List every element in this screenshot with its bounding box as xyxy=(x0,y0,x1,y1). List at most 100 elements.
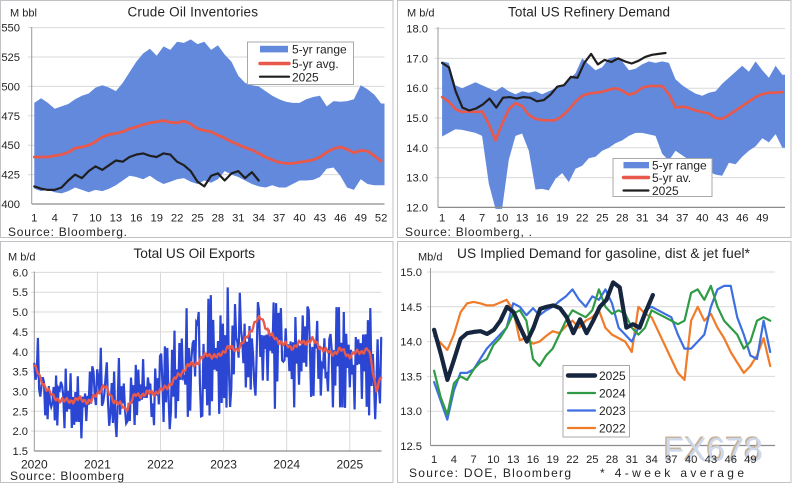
svg-text:475: 475 xyxy=(1,111,20,123)
svg-text:1: 1 xyxy=(439,213,445,225)
svg-text:5-yr range: 5-yr range xyxy=(292,42,347,56)
svg-text:31: 31 xyxy=(232,213,244,225)
svg-text:25: 25 xyxy=(596,213,608,225)
svg-text:2023: 2023 xyxy=(599,404,626,418)
svg-text:5-yr av.: 5-yr av. xyxy=(652,171,691,185)
svg-text:13: 13 xyxy=(516,213,528,225)
svg-text:5-yr avg.: 5-yr avg. xyxy=(292,57,339,71)
svg-text:3.5: 3.5 xyxy=(12,367,28,379)
svg-text:37: 37 xyxy=(665,454,677,466)
svg-text:Source: Bloomberg: Source: Bloomberg xyxy=(10,469,124,483)
svg-text:FX678: FX678 xyxy=(663,430,762,467)
svg-text:5.5: 5.5 xyxy=(12,287,28,299)
svg-text:13: 13 xyxy=(110,213,122,225)
svg-text:13: 13 xyxy=(507,454,519,466)
svg-text:US Implied Demand for gasoline: US Implied Demand for gasoline, dist & j… xyxy=(457,246,751,261)
svg-text:2.0: 2.0 xyxy=(12,426,28,438)
svg-text:10: 10 xyxy=(487,454,499,466)
svg-text:6.0: 6.0 xyxy=(12,267,28,279)
svg-text:10: 10 xyxy=(496,213,508,225)
svg-text:49: 49 xyxy=(756,213,768,225)
svg-text:2025: 2025 xyxy=(599,369,626,383)
svg-text:400: 400 xyxy=(1,199,20,211)
svg-text:31: 31 xyxy=(636,213,648,225)
svg-text:7: 7 xyxy=(72,213,78,225)
svg-text:22: 22 xyxy=(566,454,578,466)
svg-text:Source: DOE, Bloomberg: Source: DOE, Bloomberg xyxy=(409,466,571,480)
svg-text:7: 7 xyxy=(479,213,485,225)
svg-text:28: 28 xyxy=(616,213,628,225)
svg-text:4: 4 xyxy=(451,454,457,466)
svg-text:Source: Bloomberg, .: Source: Bloomberg, . xyxy=(405,225,532,239)
svg-text:19: 19 xyxy=(546,454,558,466)
svg-text:2022: 2022 xyxy=(599,421,626,435)
svg-text:16: 16 xyxy=(527,454,539,466)
svg-text:19: 19 xyxy=(556,213,568,225)
svg-text:Total US Refinery Demand: Total US Refinery Demand xyxy=(508,5,670,20)
svg-text:1: 1 xyxy=(431,454,437,466)
svg-text:25: 25 xyxy=(586,454,598,466)
svg-text:28: 28 xyxy=(606,454,618,466)
svg-text:2025: 2025 xyxy=(292,70,319,84)
svg-text:2024: 2024 xyxy=(273,458,300,472)
svg-text:46: 46 xyxy=(736,213,748,225)
svg-text:500: 500 xyxy=(1,81,20,93)
svg-text:Crude Oil Inventories: Crude Oil Inventories xyxy=(128,5,259,20)
svg-text:1.5: 1.5 xyxy=(12,446,28,458)
svg-text:13.0: 13.0 xyxy=(400,406,422,418)
svg-text:4: 4 xyxy=(52,213,58,225)
svg-text:2.5: 2.5 xyxy=(12,406,28,418)
svg-text:4: 4 xyxy=(459,213,465,225)
svg-text:34: 34 xyxy=(656,213,668,225)
svg-text:40: 40 xyxy=(293,213,305,225)
svg-text:46: 46 xyxy=(334,213,346,225)
svg-text:10: 10 xyxy=(89,213,101,225)
svg-text:450: 450 xyxy=(1,140,20,152)
svg-text:16: 16 xyxy=(130,213,142,225)
svg-text:425: 425 xyxy=(1,170,20,182)
svg-text:18.0: 18.0 xyxy=(406,24,428,36)
svg-text:4.5: 4.5 xyxy=(12,327,28,339)
svg-text:2025: 2025 xyxy=(652,184,679,198)
svg-text:25: 25 xyxy=(191,213,203,225)
svg-text:37: 37 xyxy=(676,213,688,225)
svg-text:3.0: 3.0 xyxy=(12,386,28,398)
svg-text:43: 43 xyxy=(314,213,326,225)
svg-text:5-yr range: 5-yr range xyxy=(652,159,707,173)
svg-text:46: 46 xyxy=(724,454,736,466)
svg-text:2020: 2020 xyxy=(21,458,48,472)
svg-text:525: 525 xyxy=(1,52,20,64)
svg-text:15.0: 15.0 xyxy=(400,267,422,279)
svg-text:M b/d: M b/d xyxy=(407,8,435,20)
svg-text:16: 16 xyxy=(536,213,548,225)
svg-text:Total US Oil Exports: Total US Oil Exports xyxy=(134,246,256,261)
svg-text:13.0: 13.0 xyxy=(406,173,428,185)
svg-text:49: 49 xyxy=(744,454,756,466)
svg-text:550: 550 xyxy=(1,23,20,35)
svg-text:14.5: 14.5 xyxy=(400,302,422,314)
svg-text:22: 22 xyxy=(171,213,183,225)
svg-text:17.0: 17.0 xyxy=(406,53,428,65)
svg-text:M bbl: M bbl xyxy=(10,8,37,20)
svg-text:34: 34 xyxy=(252,213,264,225)
svg-text:34: 34 xyxy=(645,454,657,466)
svg-text:40: 40 xyxy=(685,454,697,466)
svg-text:7: 7 xyxy=(470,454,476,466)
svg-text:37: 37 xyxy=(273,213,285,225)
svg-text:19: 19 xyxy=(150,213,162,225)
svg-text:22: 22 xyxy=(576,213,588,225)
svg-text:31: 31 xyxy=(626,454,638,466)
svg-text:2023: 2023 xyxy=(210,458,237,472)
svg-text:15.0: 15.0 xyxy=(406,113,428,125)
svg-text:49: 49 xyxy=(354,213,366,225)
svg-text:2024: 2024 xyxy=(599,386,626,400)
svg-text:52: 52 xyxy=(375,213,387,225)
svg-text:12.5: 12.5 xyxy=(400,441,422,453)
svg-text:5.0: 5.0 xyxy=(12,307,28,319)
svg-text:Mb/d: Mb/d xyxy=(418,252,442,264)
svg-text:FX678: FX678 xyxy=(664,431,763,468)
svg-text:13.5: 13.5 xyxy=(400,371,422,383)
svg-text:M b/d: M b/d xyxy=(8,252,36,264)
svg-text:40: 40 xyxy=(696,213,708,225)
svg-text:43: 43 xyxy=(716,213,728,225)
